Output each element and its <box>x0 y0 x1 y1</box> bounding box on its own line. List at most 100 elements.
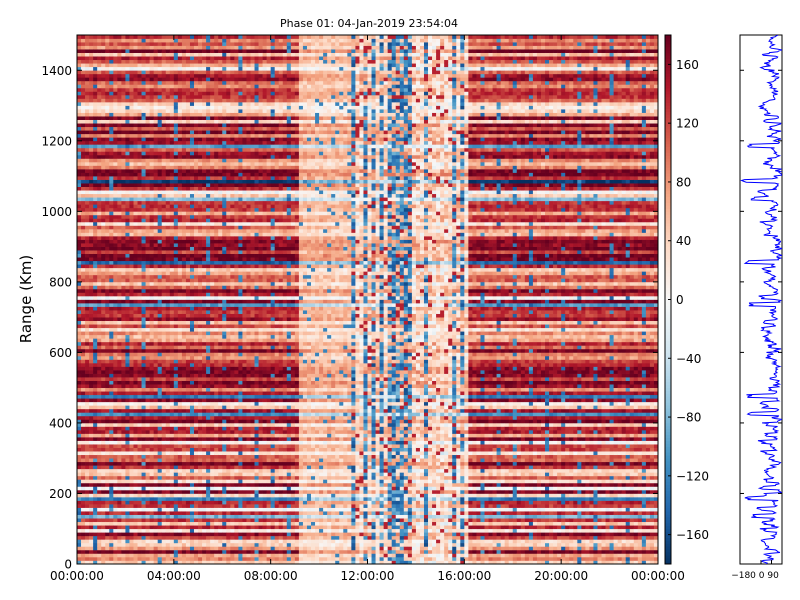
heat-cell <box>186 292 190 296</box>
heat-cell <box>138 342 142 346</box>
heat-cell <box>178 102 182 106</box>
heat-cell <box>174 176 178 180</box>
heat-cell <box>190 81 194 85</box>
heat-cell <box>150 501 154 505</box>
heat-cell <box>97 388 101 392</box>
heat-cell <box>142 412 146 416</box>
heat-cell <box>142 88 146 92</box>
heat-cell <box>125 515 129 519</box>
heat-cell <box>198 423 202 427</box>
heat-cell <box>150 363 154 367</box>
heat-cell <box>174 363 178 367</box>
heat-cell <box>133 169 137 173</box>
heat-cell <box>142 257 146 261</box>
heat-cell <box>113 314 117 318</box>
heat-cell <box>113 141 117 145</box>
heat-cell <box>89 504 93 508</box>
heat-cell <box>129 49 133 53</box>
heat-cell <box>198 194 202 198</box>
heat-cell <box>154 483 158 487</box>
heat-cell <box>198 518 202 522</box>
heat-cell <box>105 278 109 282</box>
heat-cell <box>113 543 117 547</box>
heat-cell <box>190 529 194 533</box>
heat-cell <box>109 476 113 480</box>
heat-cell <box>109 455 113 459</box>
heat-cell <box>125 501 129 505</box>
heat-cell <box>190 501 194 505</box>
heat-cell <box>154 268 158 272</box>
heat-cell <box>105 416 109 420</box>
heat-cell <box>93 434 97 438</box>
heat-cell <box>150 49 154 53</box>
heat-cell <box>93 275 97 279</box>
heat-cell <box>97 405 101 409</box>
heat-cell <box>97 497 101 501</box>
heat-cell <box>121 409 125 413</box>
heat-cell <box>170 349 174 353</box>
heat-cell <box>206 229 210 233</box>
heat-cell <box>113 381 117 385</box>
heat-cell <box>186 278 190 282</box>
heat-cell <box>198 324 202 328</box>
heat-cell <box>178 208 182 212</box>
heat-cell <box>194 84 198 88</box>
heat-cell <box>105 215 109 219</box>
heat-cell <box>81 247 85 251</box>
heat-cell <box>202 113 206 117</box>
heat-cell <box>133 300 137 304</box>
heat-cell <box>158 493 162 497</box>
heat-cell <box>174 405 178 409</box>
heat-cell <box>138 229 142 233</box>
heat-cell <box>166 243 170 247</box>
heat-cell <box>202 321 206 325</box>
heat-cell <box>202 187 206 191</box>
heat-cell <box>97 232 101 236</box>
heat-cell <box>182 109 186 113</box>
heat-cell <box>125 405 129 409</box>
heat-cell <box>133 236 137 240</box>
heat-cell <box>198 98 202 102</box>
heat-cell <box>210 451 214 455</box>
heat-cell <box>125 46 129 50</box>
heat-cell <box>158 314 162 318</box>
heat-cell <box>146 441 150 445</box>
heat-cell <box>142 345 146 349</box>
heat-cell <box>77 95 81 99</box>
heat-cell <box>105 448 109 452</box>
heat-cell <box>150 194 154 198</box>
heat-cell <box>93 88 97 92</box>
heat-cell <box>89 123 93 127</box>
heat-cell <box>154 451 158 455</box>
heat-cell <box>109 271 113 275</box>
heat-cell <box>109 416 113 420</box>
heat-cell <box>170 173 174 177</box>
heat-cell <box>125 423 129 427</box>
heat-cell <box>162 201 166 205</box>
heat-cell <box>93 215 97 219</box>
heat-cell <box>93 46 97 50</box>
heat-cell <box>85 204 89 208</box>
heat-cell <box>125 194 129 198</box>
heat-cell <box>174 292 178 296</box>
heat-cell <box>97 451 101 455</box>
heat-cell <box>77 511 81 515</box>
heat-cell <box>113 81 117 85</box>
heat-cell <box>174 229 178 233</box>
heat-cell <box>121 268 125 272</box>
heat-cell <box>162 106 166 110</box>
heat-cell <box>186 194 190 198</box>
heat-cell <box>117 338 121 342</box>
heat-cell <box>166 497 170 501</box>
heat-cell <box>206 190 210 194</box>
heat-cell <box>202 462 206 466</box>
heat-cell <box>138 458 142 462</box>
heat-cell <box>129 151 133 155</box>
heat-cell <box>89 296 93 300</box>
heat-cell <box>162 229 166 233</box>
heat-cell <box>142 49 146 53</box>
heat-cell <box>150 271 154 275</box>
heat-cell <box>198 310 202 314</box>
heat-cell <box>109 395 113 399</box>
heat-cell <box>178 345 182 349</box>
